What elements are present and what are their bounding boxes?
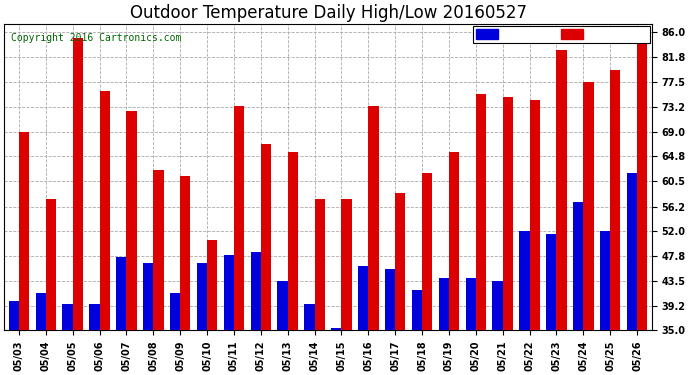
- Legend: Low  (°F), High  (°F): Low (°F), High (°F): [473, 26, 650, 44]
- Bar: [627, 173, 637, 330]
- Bar: [261, 144, 271, 330]
- Bar: [277, 281, 288, 330]
- Bar: [530, 100, 540, 330]
- Bar: [126, 111, 137, 330]
- Bar: [153, 170, 164, 330]
- Bar: [466, 278, 476, 330]
- Bar: [90, 304, 99, 330]
- Text: Copyright 2016 Cartronics.com: Copyright 2016 Cartronics.com: [10, 33, 181, 43]
- Bar: [493, 281, 503, 330]
- Bar: [224, 255, 234, 330]
- Bar: [439, 278, 449, 330]
- Bar: [207, 240, 217, 330]
- Bar: [250, 252, 261, 330]
- Bar: [385, 269, 395, 330]
- Bar: [116, 258, 126, 330]
- Bar: [449, 152, 459, 330]
- Bar: [637, 33, 647, 330]
- Title: Outdoor Temperature Daily High/Low 20160527: Outdoor Temperature Daily High/Low 20160…: [130, 4, 526, 22]
- Bar: [304, 304, 315, 330]
- Bar: [503, 97, 513, 330]
- Bar: [395, 193, 406, 330]
- Bar: [315, 199, 325, 330]
- Bar: [46, 199, 56, 330]
- Bar: [99, 91, 110, 330]
- Bar: [573, 202, 583, 330]
- Bar: [368, 105, 379, 330]
- Bar: [556, 50, 566, 330]
- Bar: [197, 263, 207, 330]
- Bar: [234, 105, 244, 330]
- Bar: [143, 263, 153, 330]
- Bar: [600, 231, 610, 330]
- Bar: [9, 301, 19, 330]
- Bar: [422, 173, 433, 330]
- Bar: [520, 231, 530, 330]
- Bar: [72, 38, 83, 330]
- Bar: [63, 304, 72, 330]
- Bar: [412, 290, 422, 330]
- Bar: [546, 234, 556, 330]
- Bar: [180, 176, 190, 330]
- Bar: [610, 70, 620, 330]
- Bar: [288, 152, 298, 330]
- Bar: [331, 328, 342, 330]
- Bar: [170, 292, 180, 330]
- Bar: [19, 132, 29, 330]
- Bar: [476, 94, 486, 330]
- Bar: [36, 292, 46, 330]
- Bar: [358, 266, 368, 330]
- Bar: [342, 199, 352, 330]
- Bar: [583, 82, 593, 330]
